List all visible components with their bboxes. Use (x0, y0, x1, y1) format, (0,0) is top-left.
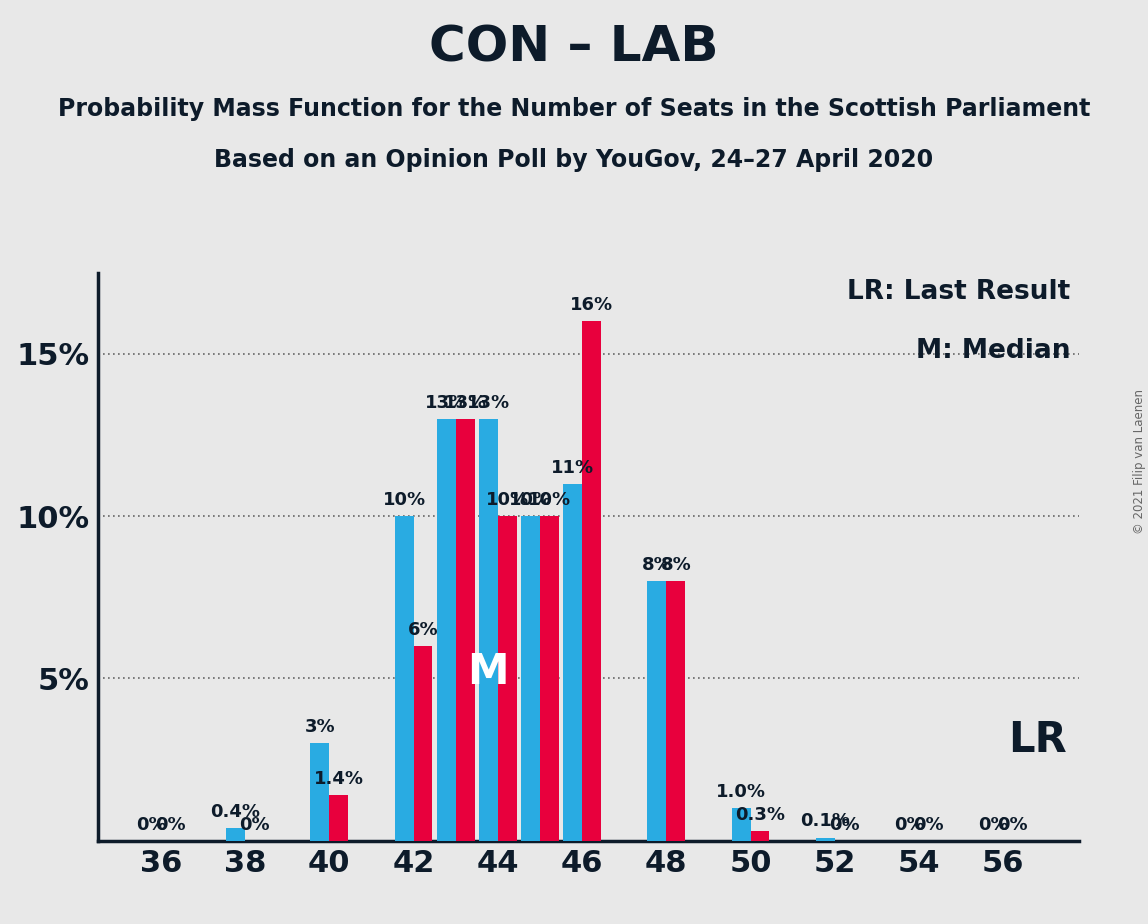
Bar (310, 744, 329, 841)
Bar (226, 828, 245, 841)
Bar (498, 517, 517, 841)
Text: 13%: 13% (425, 394, 467, 411)
Text: LR: Last Result: LR: Last Result (847, 279, 1071, 305)
Text: 11%: 11% (551, 458, 595, 477)
Text: © 2021 Filip van Laenen: © 2021 Filip van Laenen (1133, 390, 1147, 534)
Text: 0.4%: 0.4% (210, 803, 261, 821)
Bar (413, 646, 433, 841)
Text: 10%: 10% (382, 491, 426, 509)
Text: 0%: 0% (978, 816, 1009, 833)
Bar (395, 517, 413, 841)
Text: 0%: 0% (239, 816, 270, 833)
Bar (329, 796, 348, 841)
Text: 13%: 13% (443, 394, 487, 411)
Text: 0%: 0% (135, 816, 166, 833)
Bar (456, 419, 474, 841)
Bar (563, 483, 582, 841)
Text: M: M (467, 651, 509, 693)
Bar (436, 419, 456, 841)
Bar (666, 581, 685, 841)
Text: 8%: 8% (660, 556, 691, 574)
Text: 1.4%: 1.4% (313, 771, 364, 788)
Text: 0.1%: 0.1% (800, 812, 851, 831)
Text: 1.0%: 1.0% (716, 784, 766, 801)
Text: 6%: 6% (408, 621, 439, 638)
Text: 0%: 0% (155, 816, 186, 833)
Text: 13%: 13% (467, 394, 510, 411)
Text: LR: LR (1008, 719, 1066, 761)
Text: M: Median: M: Median (916, 337, 1071, 363)
Text: CON – LAB: CON – LAB (429, 23, 719, 71)
Text: 0%: 0% (913, 816, 944, 833)
Text: 10%: 10% (486, 491, 529, 509)
Text: 0%: 0% (998, 816, 1029, 833)
Text: 8%: 8% (642, 556, 673, 574)
Text: 10%: 10% (509, 491, 552, 509)
Bar (751, 831, 769, 841)
Text: 0.3%: 0.3% (735, 806, 785, 824)
Text: Probability Mass Function for the Number of Seats in the Scottish Parliament: Probability Mass Function for the Number… (57, 97, 1091, 121)
Bar (521, 517, 540, 841)
Text: 0%: 0% (829, 816, 860, 833)
Text: 3%: 3% (304, 718, 335, 736)
Bar (816, 837, 835, 841)
Text: 0%: 0% (894, 816, 925, 833)
Text: 10%: 10% (528, 491, 571, 509)
Bar (582, 322, 602, 841)
Bar (647, 581, 666, 841)
Text: 16%: 16% (569, 297, 613, 314)
Bar (731, 808, 751, 841)
Bar (540, 517, 559, 841)
Bar (479, 419, 498, 841)
Text: Based on an Opinion Poll by YouGov, 24–27 April 2020: Based on an Opinion Poll by YouGov, 24–2… (215, 148, 933, 172)
